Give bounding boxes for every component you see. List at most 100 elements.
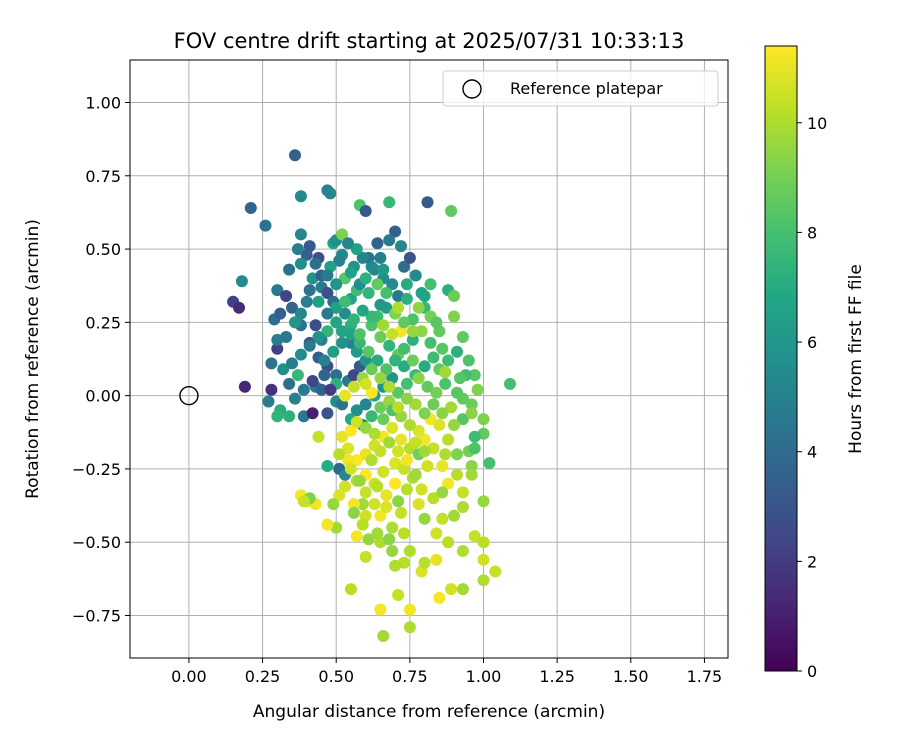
data-point	[456, 331, 469, 343]
data-point	[392, 445, 405, 458]
data-point	[380, 287, 393, 299]
data-point	[289, 316, 301, 329]
data-point	[342, 442, 354, 455]
data-point	[377, 263, 390, 276]
data-point	[418, 512, 431, 525]
data-point	[291, 243, 304, 256]
y-tick-label: −0.75	[72, 606, 121, 625]
data-point	[406, 333, 419, 346]
data-point	[415, 483, 428, 496]
data-point	[448, 509, 460, 522]
data-point	[374, 445, 387, 458]
data-point	[336, 336, 349, 349]
data-point	[265, 357, 278, 370]
data-point	[350, 416, 363, 428]
data-point	[383, 436, 396, 449]
data-point	[424, 278, 437, 291]
data-point	[386, 545, 399, 557]
legend-box	[442, 70, 719, 107]
data-point	[483, 457, 496, 470]
data-point	[442, 433, 455, 446]
data-point	[330, 369, 343, 382]
data-point	[386, 328, 399, 341]
data-point	[371, 278, 384, 291]
data-point	[300, 248, 313, 261]
data-point	[339, 295, 351, 308]
data-point	[297, 495, 310, 508]
data-point	[436, 512, 449, 525]
data-point	[365, 260, 378, 273]
data-point	[398, 316, 410, 329]
data-point	[456, 583, 469, 596]
data-point	[465, 460, 478, 472]
data-point	[395, 506, 407, 519]
data-point	[409, 436, 422, 449]
data-point	[344, 336, 357, 349]
colorbar: 0 2 4 6 8 10 Hours from first FF file	[764, 45, 866, 681]
data-point	[383, 196, 396, 209]
data-point	[238, 380, 251, 393]
data-point	[489, 565, 502, 578]
data-point	[433, 419, 446, 431]
data-point	[365, 363, 378, 376]
data-point	[324, 383, 337, 396]
data-point	[374, 603, 387, 616]
data-point	[451, 468, 463, 481]
data-point	[377, 465, 390, 478]
data-point	[436, 407, 449, 420]
data-point	[371, 480, 384, 493]
x-tick-label: 1.75	[687, 667, 723, 686]
data-point	[359, 377, 372, 390]
data-point	[327, 498, 340, 511]
x-tick-label: 0.00	[171, 667, 207, 686]
y-axis-ticks: −0.75 −0.50 −0.25 0.00 0.25 0.50 0.75 1.00	[72, 94, 130, 625]
data-point	[277, 363, 290, 376]
data-point	[477, 553, 490, 566]
data-point	[439, 448, 452, 461]
data-point	[271, 284, 284, 297]
data-point	[291, 369, 304, 382]
data-point	[412, 372, 425, 385]
data-point	[359, 205, 372, 217]
data-point	[409, 468, 422, 481]
data-point	[318, 369, 331, 382]
data-point	[395, 433, 407, 446]
data-point	[398, 527, 410, 540]
y-tick-label: −0.50	[72, 533, 121, 552]
data-point	[400, 483, 413, 496]
data-point	[336, 228, 349, 241]
reference-platepar-marker	[179, 385, 199, 406]
data-point	[321, 269, 334, 282]
data-point	[235, 275, 248, 288]
y-tick-label: 1.00	[85, 94, 121, 113]
data-point	[477, 536, 490, 549]
data-point	[374, 331, 387, 343]
data-point	[442, 354, 455, 367]
data-point	[380, 501, 393, 513]
data-point	[356, 498, 369, 511]
data-point	[383, 234, 396, 247]
data-point	[415, 287, 428, 299]
x-tick-label: 1.00	[466, 667, 502, 686]
data-point	[362, 287, 375, 299]
data-point	[403, 251, 416, 264]
data-point	[312, 331, 325, 343]
data-point	[344, 583, 357, 596]
y-tick-label: 0.00	[85, 387, 121, 406]
data-point	[409, 398, 422, 411]
data-point	[294, 228, 307, 241]
y-tick-label: 0.50	[85, 240, 121, 259]
data-point	[365, 454, 378, 467]
data-point	[365, 319, 378, 332]
data-point	[451, 386, 463, 399]
colorbar-tick-label: 0	[807, 662, 817, 681]
data-point	[374, 298, 387, 311]
data-point	[406, 354, 419, 367]
colorbar-tick-label: 10	[807, 114, 827, 133]
data-point	[321, 460, 334, 472]
data-point	[451, 345, 463, 358]
data-point	[350, 454, 363, 467]
data-point	[289, 392, 301, 405]
data-point	[504, 377, 516, 390]
